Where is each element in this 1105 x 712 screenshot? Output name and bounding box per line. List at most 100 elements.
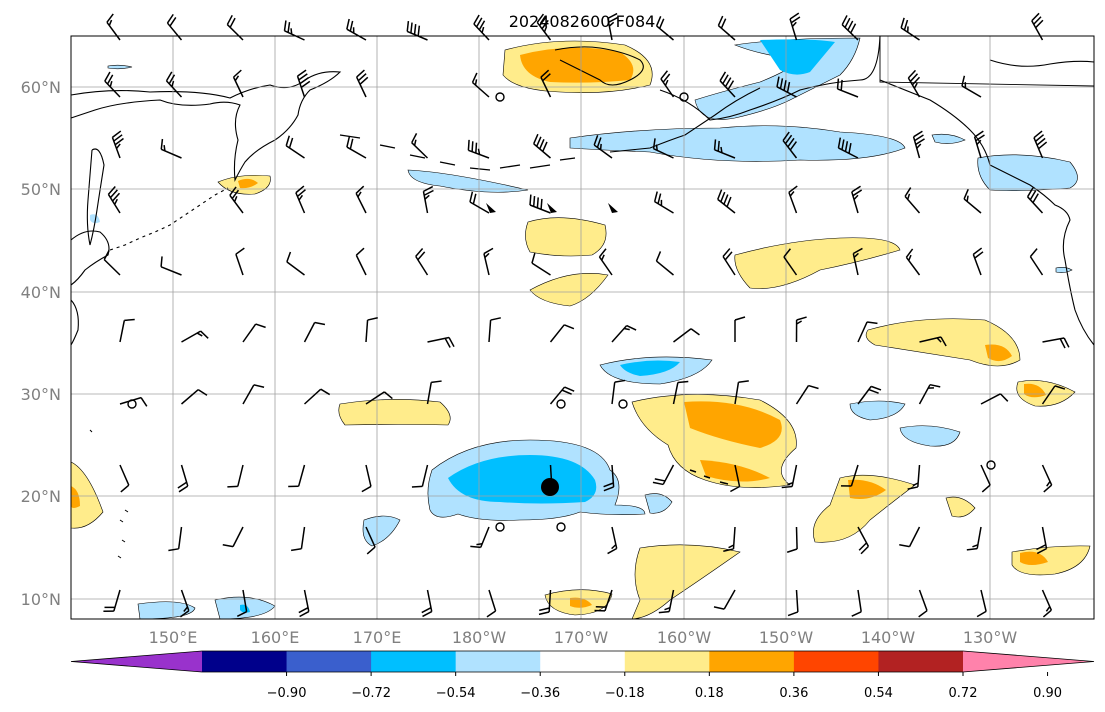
- calm-circle: [495, 522, 505, 532]
- wind-barb: [734, 316, 746, 343]
- wind-barb: [119, 464, 130, 493]
- lat-tick-labels: 60°N 50°N 40°N 30°N 20°N 10°N: [21, 78, 61, 609]
- wind-barb: [837, 137, 859, 159]
- wind-barb: [1031, 12, 1044, 41]
- wind-barb: [488, 317, 501, 343]
- colorbar-segment: [455, 651, 541, 672]
- wind-barb: [723, 526, 736, 552]
- negative-region-core: [760, 39, 835, 75]
- wind-barb: [177, 464, 189, 493]
- coastline-sakhalin: [86, 148, 105, 246]
- negative-region: [362, 515, 401, 547]
- lon-tick-label: 130°W: [963, 628, 1018, 647]
- positive-region-core: [985, 344, 1012, 362]
- colorbar-segment: [202, 651, 288, 672]
- wind-barb-pennant: [608, 203, 618, 213]
- coastline-aleutians: [339, 134, 576, 171]
- positive-region-core: [520, 47, 634, 83]
- wind-barb: [919, 336, 947, 347]
- wind-barb: [857, 526, 870, 555]
- colorbar-tick-label: 0.72: [949, 686, 978, 701]
- negative-region: [644, 493, 673, 514]
- colorbar-tick-label: 0.90: [1033, 686, 1062, 701]
- wind-barb: [918, 383, 941, 405]
- wind-barb: [222, 526, 244, 548]
- wind-barb: [841, 15, 859, 41]
- wind-barb: [296, 69, 311, 98]
- wind-barb: [236, 589, 248, 617]
- wind-barb: [111, 130, 124, 159]
- wind-barb: [103, 589, 121, 612]
- calm-circle: [679, 92, 689, 102]
- wind-barb: [961, 75, 982, 98]
- wind-barb: [288, 464, 306, 488]
- colorbar-tick-label: −0.72: [351, 686, 391, 701]
- wind-barb: [1041, 464, 1053, 493]
- wind-barb: [483, 247, 494, 276]
- lon-tick-label: 150°W: [759, 628, 814, 647]
- colorbar-segment: [371, 651, 457, 672]
- colorbar-tick-label: 0.54: [864, 686, 893, 701]
- wind-barb: [972, 247, 984, 276]
- wind-barb: [658, 589, 675, 614]
- wind-barb: [346, 136, 367, 159]
- island-hawaii: [689, 469, 729, 485]
- wind-barb: [857, 321, 878, 343]
- wind-barb: [355, 69, 369, 98]
- wind-barb-pennant: [547, 203, 557, 213]
- wind-barb: [593, 134, 613, 159]
- wind-barb: [415, 248, 429, 276]
- negative-region: [1055, 267, 1073, 273]
- calm-circle: [556, 399, 566, 409]
- negative-region-core: [620, 360, 680, 376]
- wind-barb: [857, 385, 882, 405]
- wind-barb: [607, 526, 618, 555]
- lat-tick-label: 10°N: [21, 590, 61, 609]
- wind-barb: [594, 589, 613, 612]
- wind-barb: [788, 185, 798, 214]
- wind-barb: [283, 20, 305, 41]
- small-islands: [89, 429, 129, 559]
- wind-barb: [795, 384, 819, 405]
- wind-barb: [611, 379, 626, 405]
- colorbar-segment: [540, 651, 626, 672]
- lon-tick-label: 160°E: [251, 628, 300, 647]
- wind-barb: [840, 464, 859, 487]
- wind-barb: [836, 78, 859, 98]
- coastline-japan: [70, 230, 110, 286]
- wind-barb: [411, 133, 429, 159]
- negative-region: [90, 214, 100, 224]
- wind-barb: [653, 191, 674, 214]
- wind-barb: [355, 185, 367, 214]
- wind-barb: [713, 589, 736, 610]
- wind-barb: [365, 391, 393, 405]
- wind-barb: [713, 139, 736, 159]
- wind-barb: [611, 324, 637, 343]
- wind-barb: [900, 17, 920, 41]
- lat-tick-label: 60°N: [21, 78, 61, 97]
- wind-barb: [529, 194, 551, 214]
- wind-barb: [734, 380, 749, 405]
- lat-tick-label: 50°N: [21, 180, 61, 199]
- wind-barb: [365, 526, 376, 555]
- calm-circle: [495, 92, 505, 102]
- positive-region-core: [684, 401, 782, 448]
- coastline-alaska: [554, 35, 881, 121]
- wind-barb: [104, 71, 121, 98]
- storm-center-marker: [541, 478, 559, 496]
- wind-barb: [1033, 130, 1048, 159]
- wind-barb: [1029, 248, 1044, 276]
- wind-barb: [242, 323, 266, 343]
- wind-barb: [851, 589, 862, 617]
- lat-tick-label: 40°N: [21, 283, 61, 302]
- wind-barb: [549, 386, 575, 405]
- wind-barb: [298, 589, 310, 618]
- wind-barb: [160, 256, 182, 276]
- lon-tick-label: 160°W: [657, 628, 712, 647]
- wind-barb: [905, 248, 921, 276]
- calm-circle: [556, 522, 566, 532]
- colorbar-tick-label: −0.90: [267, 686, 307, 701]
- lon-tick-label: 150°E: [149, 628, 198, 647]
- positive-region: [529, 273, 609, 307]
- wind-barb: [786, 526, 798, 553]
